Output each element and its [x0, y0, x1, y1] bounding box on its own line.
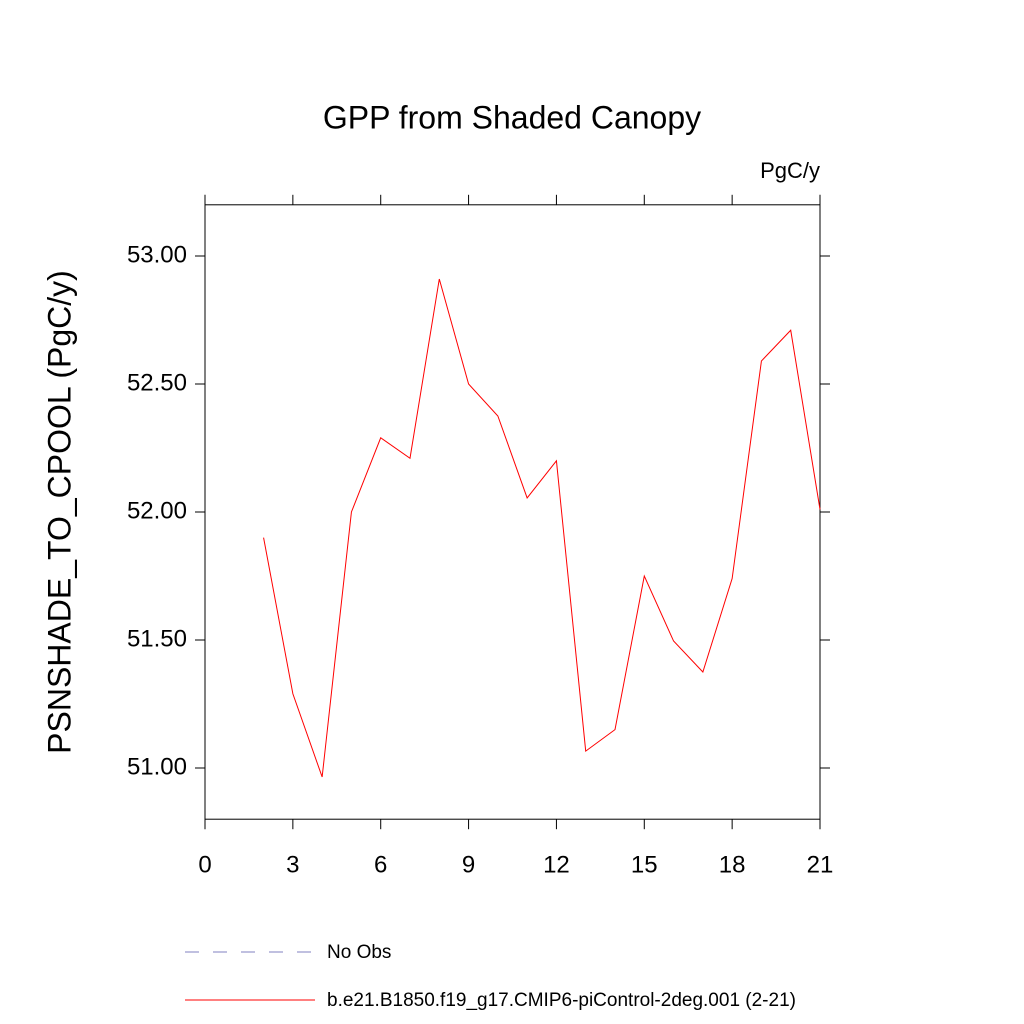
x-tick-label: 0 — [198, 852, 211, 879]
plot-frame — [204, 204, 821, 820]
legend-label: b.e21.B1850.f19_g17.CMIP6-piControl-2deg… — [327, 990, 796, 1011]
x-tick-label: 21 — [807, 852, 834, 879]
x-tick-label: 18 — [719, 852, 746, 879]
y-axis-label: PSNSHADE_TO_CPOOL (PgC/y) — [41, 270, 77, 754]
series-line — [263, 278, 821, 778]
x-tick-label: 15 — [631, 852, 658, 879]
x-tick-label: 12 — [543, 852, 570, 879]
x-tick-label: 9 — [462, 852, 475, 879]
legend-label: No Obs — [327, 942, 391, 963]
y-tick-label: 52.50 — [127, 369, 187, 396]
y-tick-label: 51.00 — [127, 753, 187, 780]
x-tick-label: 3 — [286, 852, 299, 879]
chart-title: GPP from Shaded Canopy — [323, 99, 701, 135]
x-tick-label: 6 — [374, 852, 387, 879]
y-tick-label: 52.00 — [127, 497, 187, 524]
units-label: PgC/y — [760, 158, 820, 183]
y-tick-label: 51.50 — [127, 625, 187, 652]
y-tick-label: 53.00 — [127, 241, 187, 268]
